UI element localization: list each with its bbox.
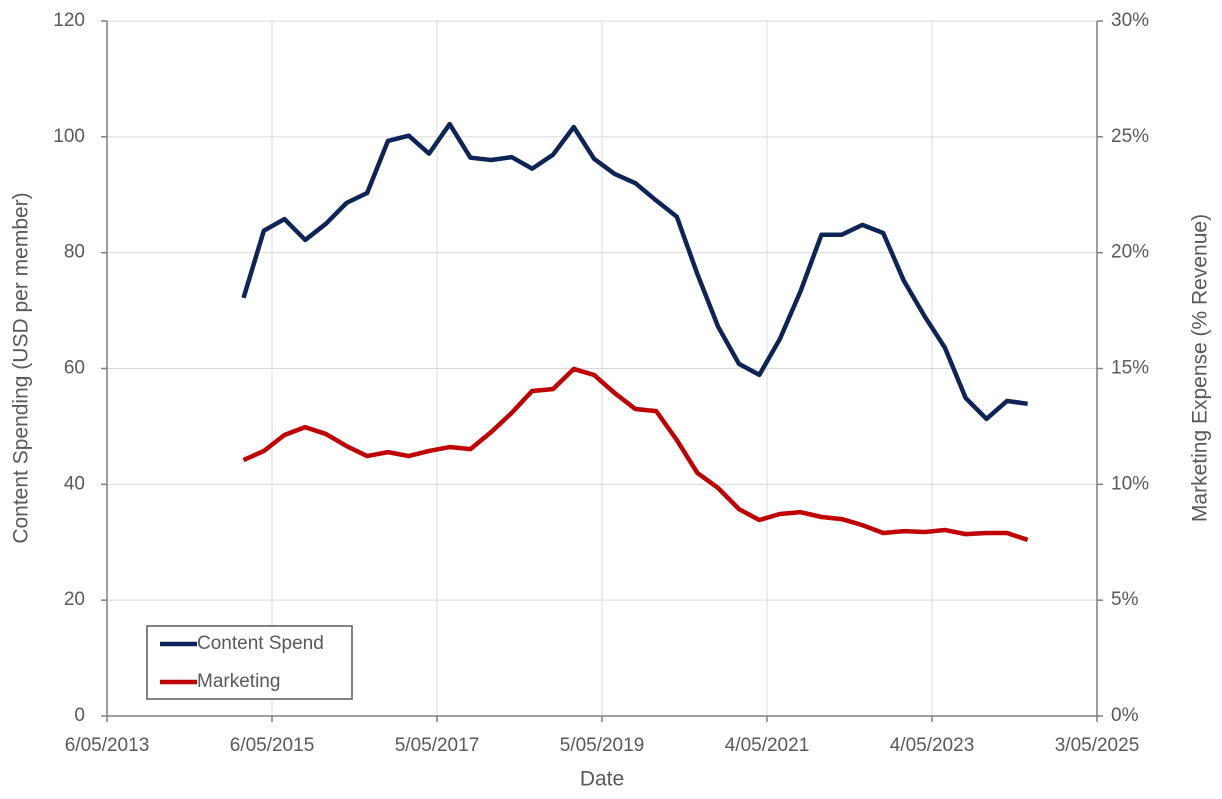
y-tick-label: 60 bbox=[64, 358, 85, 379]
x-tick-label: 6/05/2015 bbox=[230, 735, 315, 756]
x-tick-label: 5/05/2017 bbox=[395, 735, 480, 756]
y2-tick-label: 15% bbox=[1111, 358, 1149, 379]
y-axis-title: Content Spending (USD per member) bbox=[10, 192, 33, 543]
x-axis-title: Date bbox=[580, 768, 624, 791]
y2-axis-title: Marketing Expense (% Revenue) bbox=[1189, 214, 1212, 522]
y2-tick-label: 0% bbox=[1111, 705, 1139, 726]
legend-label: Content Spend bbox=[197, 633, 324, 654]
x-tick-label: 6/05/2013 bbox=[65, 735, 150, 756]
y-tick-label: 120 bbox=[53, 10, 85, 31]
y-tick-label: 80 bbox=[64, 242, 85, 263]
y2-tick-label: 5% bbox=[1111, 589, 1139, 610]
y-tick-label: 100 bbox=[53, 126, 85, 147]
y2-tick-label: 25% bbox=[1111, 126, 1149, 147]
x-tick-label: 4/05/2021 bbox=[725, 735, 810, 756]
y-tick-label: 40 bbox=[64, 473, 85, 494]
y2-tick-label: 30% bbox=[1111, 10, 1149, 31]
x-tick-label: 4/05/2023 bbox=[890, 735, 975, 756]
data-line bbox=[242, 366, 1029, 543]
data-line bbox=[241, 121, 1028, 422]
x-tick-label: 3/05/2025 bbox=[1055, 735, 1140, 756]
x-tick-label: 5/05/2019 bbox=[560, 735, 645, 756]
y2-tick-label: 10% bbox=[1111, 473, 1149, 494]
y-tick-label: 0 bbox=[74, 705, 85, 726]
legend-label: Marketing bbox=[197, 671, 280, 692]
y-tick-label: 20 bbox=[64, 589, 85, 610]
y2-tick-label: 20% bbox=[1111, 242, 1149, 263]
legend-box bbox=[146, 625, 353, 700]
